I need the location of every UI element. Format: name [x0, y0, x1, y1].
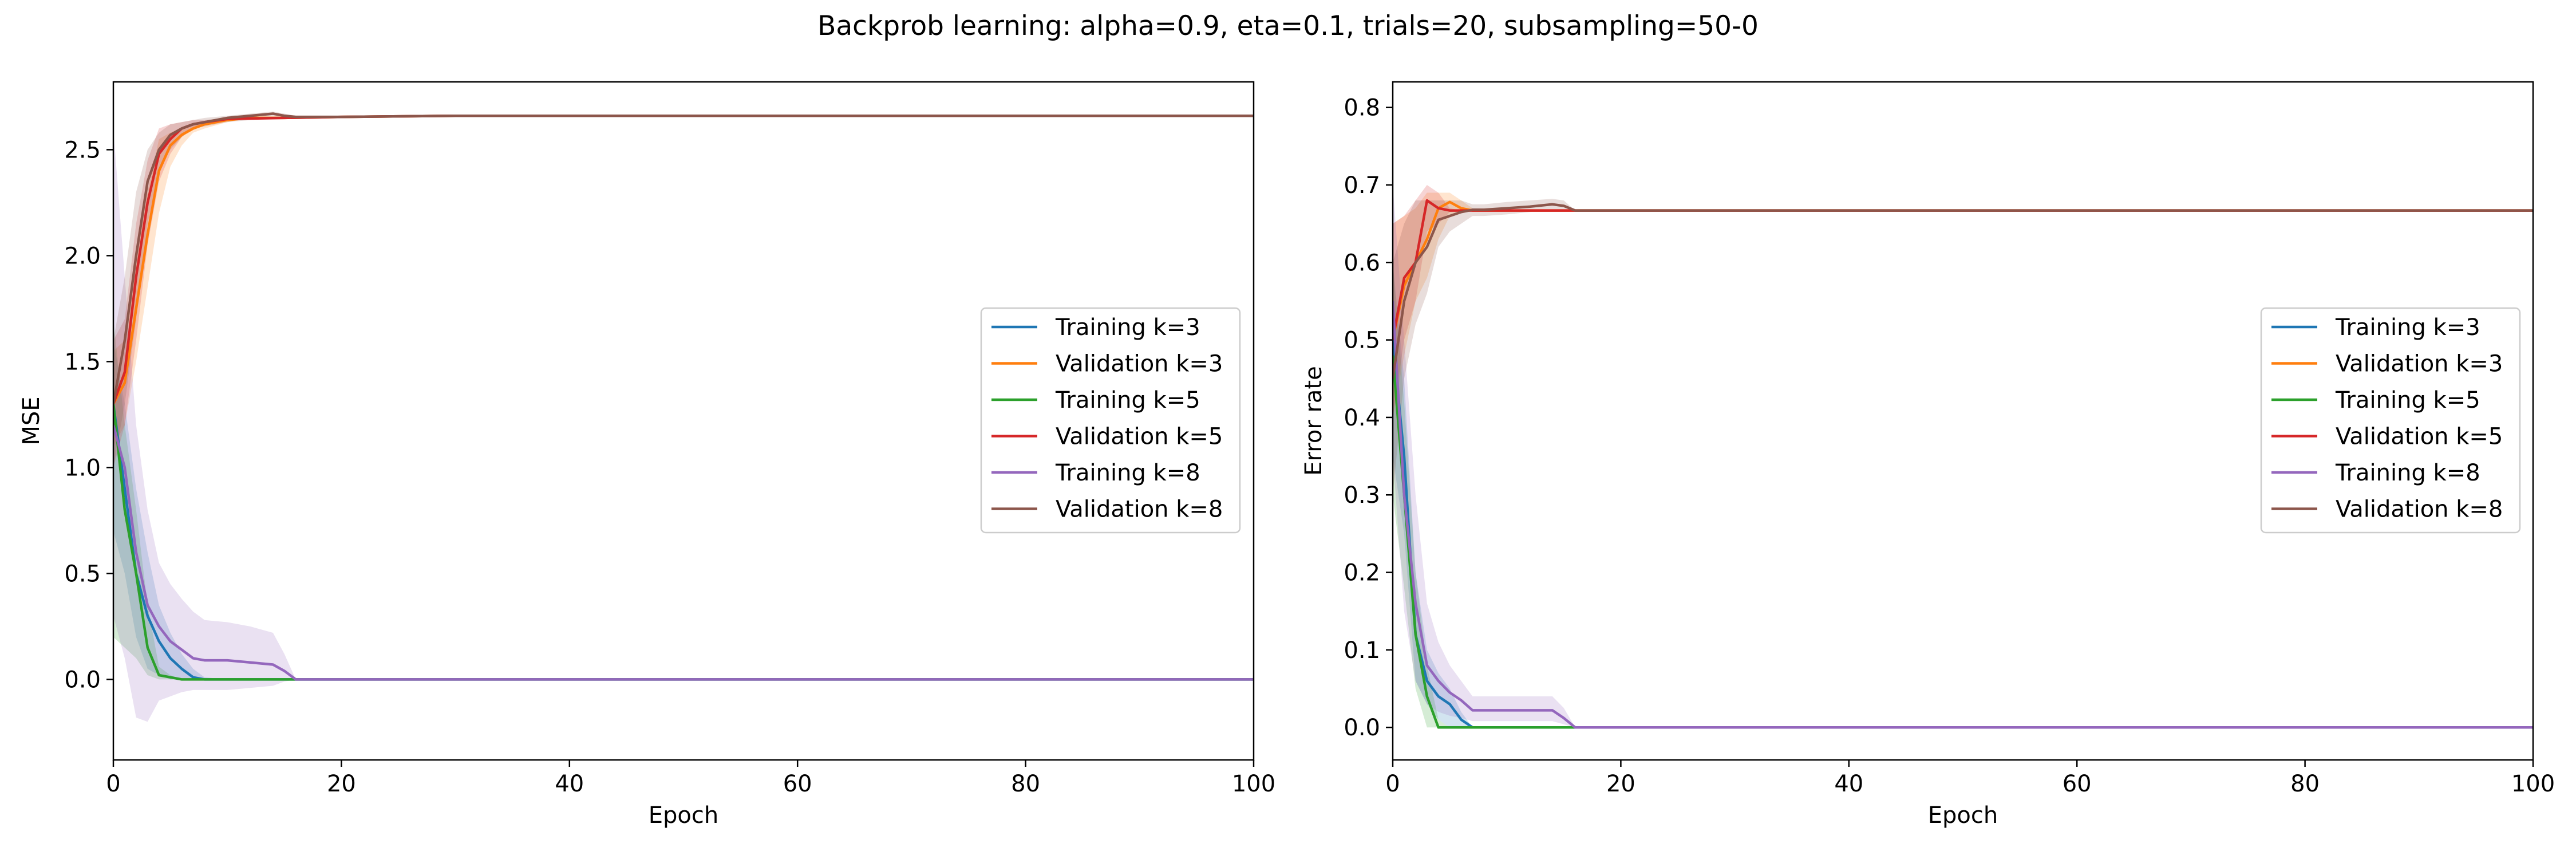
x-tick-label: 40 — [1834, 771, 1863, 797]
series-line-training-k-8 — [1393, 301, 2533, 729]
y-tick-label: 0.1 — [1344, 637, 1380, 664]
y-tick-label: 0.5 — [64, 561, 101, 587]
chart-panel-2: 0 20 40 60 80 100 0.0 0.1 0.2 0.3 0.4 0.5 0.6 0.7 0.8 E… — [1301, 81, 2555, 829]
x-tick-label: 20 — [1606, 771, 1635, 797]
legend-entry: Training k=3 — [1055, 314, 1200, 341]
axes-frame — [112, 81, 1255, 761]
y-axis-label: MSE — [18, 396, 45, 445]
x-tick-label: 60 — [783, 771, 812, 797]
y-tick-label: 0.0 — [1344, 715, 1380, 741]
band-training-k-8 — [113, 128, 1254, 722]
y-tick-label: 0.0 — [64, 667, 101, 693]
x-axis-label: Epoch — [1928, 802, 1998, 829]
x-tick-label: 60 — [2063, 771, 2092, 797]
x-tick-label: 100 — [1232, 771, 1275, 797]
legend-entry: Training k=8 — [2335, 460, 2480, 486]
y-tick-label: 2.5 — [64, 137, 101, 163]
legend-box — [2260, 307, 2521, 534]
x-tick-label: 80 — [1011, 771, 1040, 797]
y-tick-label: 0.8 — [1344, 95, 1380, 121]
legend-entry: Training k=8 — [1055, 460, 1200, 486]
y-tick-label: 0.2 — [1344, 560, 1380, 586]
series-line-training-k-5 — [113, 404, 1254, 681]
legend: Training k=3 Validation k=3 Training k=5 Va… — [980, 307, 1241, 534]
y-axis-label: Error rate — [1301, 366, 1327, 475]
y-tick-label: 0.5 — [1344, 328, 1380, 354]
legend-entry: Validation k=3 — [2336, 351, 2503, 377]
x-tick-label: 80 — [2290, 771, 2320, 797]
x-tick-label: 40 — [555, 771, 584, 797]
legend-entry: Validation k=8 — [2336, 497, 2503, 523]
y-tick-label: 1.0 — [64, 455, 101, 481]
legend-entry: Validation k=8 — [1056, 497, 1223, 523]
legend-entry: Validation k=3 — [1056, 351, 1223, 377]
plot-area — [1393, 185, 2533, 729]
y-tick-label: 0.7 — [1344, 172, 1380, 199]
series-line-validation-k-8 — [113, 112, 1254, 404]
x-tick-label: 0 — [1385, 771, 1400, 797]
x-axis-label: Epoch — [649, 802, 718, 829]
series-line-validation-k-8 — [1393, 203, 2533, 379]
legend-entry: Training k=5 — [2335, 387, 2480, 413]
y-tick-label: 1.5 — [64, 349, 101, 375]
series-line-training-k-8 — [113, 424, 1254, 681]
legend-entry: Training k=5 — [1055, 387, 1200, 413]
x-tick-label: 100 — [2511, 771, 2555, 797]
figure-title: Backprob learning: alpha=0.9, eta=0.1, t… — [817, 10, 1759, 42]
chart-panel-1: 0 20 40 60 80 100 0.0 0.5 1.0 1.5 2.0 2.5 Epoch MSE Tr… — [18, 81, 1275, 829]
series-line-training-k-5 — [1393, 355, 2533, 729]
y-tick-label: 2.0 — [64, 243, 101, 269]
legend-box — [980, 307, 1241, 534]
y-tick-label: 0.3 — [1344, 482, 1380, 509]
y-tick-label: 0.4 — [1344, 405, 1380, 431]
legend: Training k=3 Validation k=3 Training k=5 Va… — [2260, 307, 2521, 534]
legend-entry: Validation k=5 — [2336, 424, 2503, 450]
x-tick-label: 0 — [106, 771, 120, 797]
plot-area — [113, 111, 1254, 722]
legend-entry: Validation k=5 — [1056, 424, 1223, 450]
axes-frame — [1392, 81, 2534, 761]
x-tick-label: 20 — [327, 771, 356, 797]
y-tick-label: 0.6 — [1344, 250, 1380, 276]
legend-entry: Training k=3 — [2335, 314, 2480, 341]
